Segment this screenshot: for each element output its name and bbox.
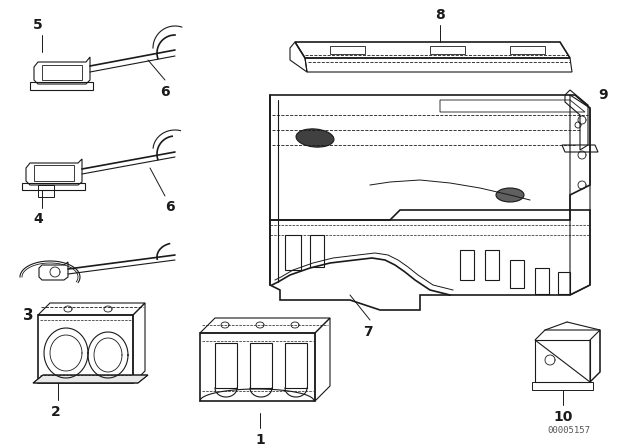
Text: 4: 4 — [33, 212, 43, 226]
Ellipse shape — [496, 188, 524, 202]
Text: 3: 3 — [22, 308, 33, 323]
Text: 10: 10 — [554, 410, 573, 424]
Polygon shape — [33, 375, 148, 383]
Text: 1: 1 — [255, 433, 265, 447]
Text: 00005157: 00005157 — [547, 426, 590, 435]
Text: 6: 6 — [160, 85, 170, 99]
Text: 2: 2 — [51, 405, 61, 419]
Text: 7: 7 — [363, 325, 373, 339]
Text: 8: 8 — [435, 8, 445, 22]
Text: 5: 5 — [33, 18, 43, 32]
Ellipse shape — [296, 129, 334, 147]
Text: 6: 6 — [165, 200, 175, 214]
Text: 9: 9 — [598, 88, 607, 102]
